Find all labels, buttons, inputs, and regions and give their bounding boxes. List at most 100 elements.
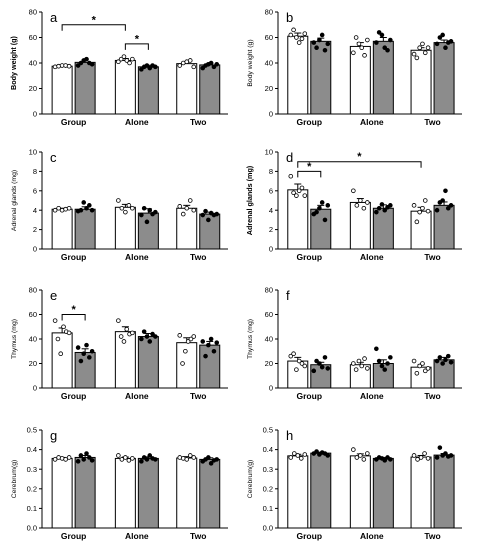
y-tick-label: 0 (269, 245, 273, 254)
bar-a-1-1 (137, 66, 159, 115)
x-category-label: Two (190, 117, 206, 127)
y-tick-label: 60 (29, 33, 37, 42)
data-point (184, 457, 190, 462)
data-point (52, 318, 58, 323)
y-tick-label: 60 (265, 33, 273, 42)
data-point (147, 453, 153, 458)
y-tick-label: 0.1 (27, 504, 37, 513)
data-point (365, 451, 370, 456)
x-category-label: Alone (360, 391, 384, 401)
data-point (130, 205, 135, 211)
data-point (443, 188, 448, 194)
chart-panel-f: 0 20 40 60 80 Thymus (mg) f Group Alone Two (247, 286, 462, 401)
x-category-label: Group (61, 531, 87, 541)
panel-label: e (50, 288, 57, 303)
x-category-label: Alone (125, 117, 149, 127)
bar-g-1-0 (114, 457, 136, 529)
data-point (56, 205, 61, 211)
bar-e-0-1 (74, 351, 96, 389)
data-point (374, 346, 379, 352)
data-point (139, 67, 144, 72)
data-point (200, 65, 206, 71)
data-point (319, 364, 325, 370)
data-point (118, 334, 124, 339)
data-point (139, 459, 144, 464)
bar-h-1-0 (349, 455, 371, 529)
y-tick-label: 0.4 (263, 445, 273, 454)
bar-a-2-1 (199, 64, 221, 115)
data-point (214, 61, 220, 67)
data-point (191, 64, 197, 70)
data-point (376, 30, 382, 35)
data-point (317, 361, 322, 366)
data-point (325, 41, 331, 47)
bar-g-2-0 (176, 457, 198, 529)
chart-panel-a: 0 20 40 60 80 Body weight (g) a Group Alone Two * * (9, 8, 228, 127)
data-point (63, 457, 68, 462)
data-point (75, 345, 81, 350)
bar-b-1-1 (372, 40, 394, 115)
data-point (296, 358, 302, 364)
panel-label: h (286, 428, 293, 443)
data-point (291, 351, 296, 357)
chart-panel-e: 0 20 40 60 80 Thymus (mg) e Group Alone Two * (11, 286, 228, 401)
data-point (203, 353, 208, 359)
bar-d-2-0 (410, 210, 432, 250)
significance-bracket (124, 43, 149, 50)
data-point (191, 334, 197, 339)
data-point (294, 193, 299, 198)
data-point (116, 318, 121, 323)
data-point (288, 353, 294, 359)
data-point (417, 45, 422, 50)
data-point (124, 326, 130, 332)
data-point (440, 361, 445, 366)
bar-d-1-0 (349, 201, 371, 250)
data-point (130, 56, 135, 62)
data-point (422, 451, 427, 456)
data-point (325, 203, 331, 208)
data-point (322, 355, 328, 360)
data-point (425, 208, 431, 214)
y-axis-label: Adrenal glands (mg) (11, 170, 18, 231)
y-tick-label: 0.0 (263, 524, 273, 533)
bar-a-2-0 (176, 63, 198, 115)
data-point (362, 356, 367, 361)
data-point (425, 45, 431, 50)
data-point (81, 200, 87, 205)
data-point (153, 64, 158, 70)
data-point (417, 363, 422, 369)
data-point (139, 336, 144, 342)
y-tick-label: 6 (269, 186, 273, 195)
data-point (434, 41, 440, 47)
data-point (353, 35, 359, 40)
y-axis-label: Cerebrum(g) (247, 460, 254, 499)
data-point (58, 351, 64, 357)
significance-star: * (357, 151, 362, 163)
data-point (365, 200, 370, 205)
data-point (78, 453, 84, 458)
bar-h-0-1 (310, 452, 332, 529)
x-category-label: Two (424, 391, 440, 401)
bar-b-0-1 (310, 40, 332, 115)
data-point (365, 37, 370, 43)
panel-label: f (286, 288, 290, 303)
data-point (84, 56, 89, 62)
data-point (123, 209, 128, 215)
x-category-label: Two (424, 531, 440, 541)
data-point (118, 56, 124, 62)
chart-panel-h: 0.0 0.1 0.2 0.3 0.4 0.5 Cerebrum(g) h Group Alone… (247, 426, 462, 541)
y-tick-label: 60 (29, 310, 37, 319)
panel-label: a (50, 10, 58, 25)
y-tick-label: 60 (265, 310, 273, 319)
data-point (89, 458, 95, 463)
data-point (443, 451, 448, 456)
data-point (374, 209, 379, 215)
y-axis-label: Adrenal glands (mg) (245, 165, 254, 235)
y-tick-label: 0.2 (263, 484, 273, 493)
data-point (351, 447, 356, 452)
data-point (78, 207, 84, 213)
chart-panel-d: 0 2 4 6 8 10 Adrenal glands (mg) d Group Alone Two… (245, 148, 462, 262)
data-point (299, 361, 305, 366)
data-point (440, 32, 445, 38)
bar-b-1-0 (349, 45, 371, 115)
